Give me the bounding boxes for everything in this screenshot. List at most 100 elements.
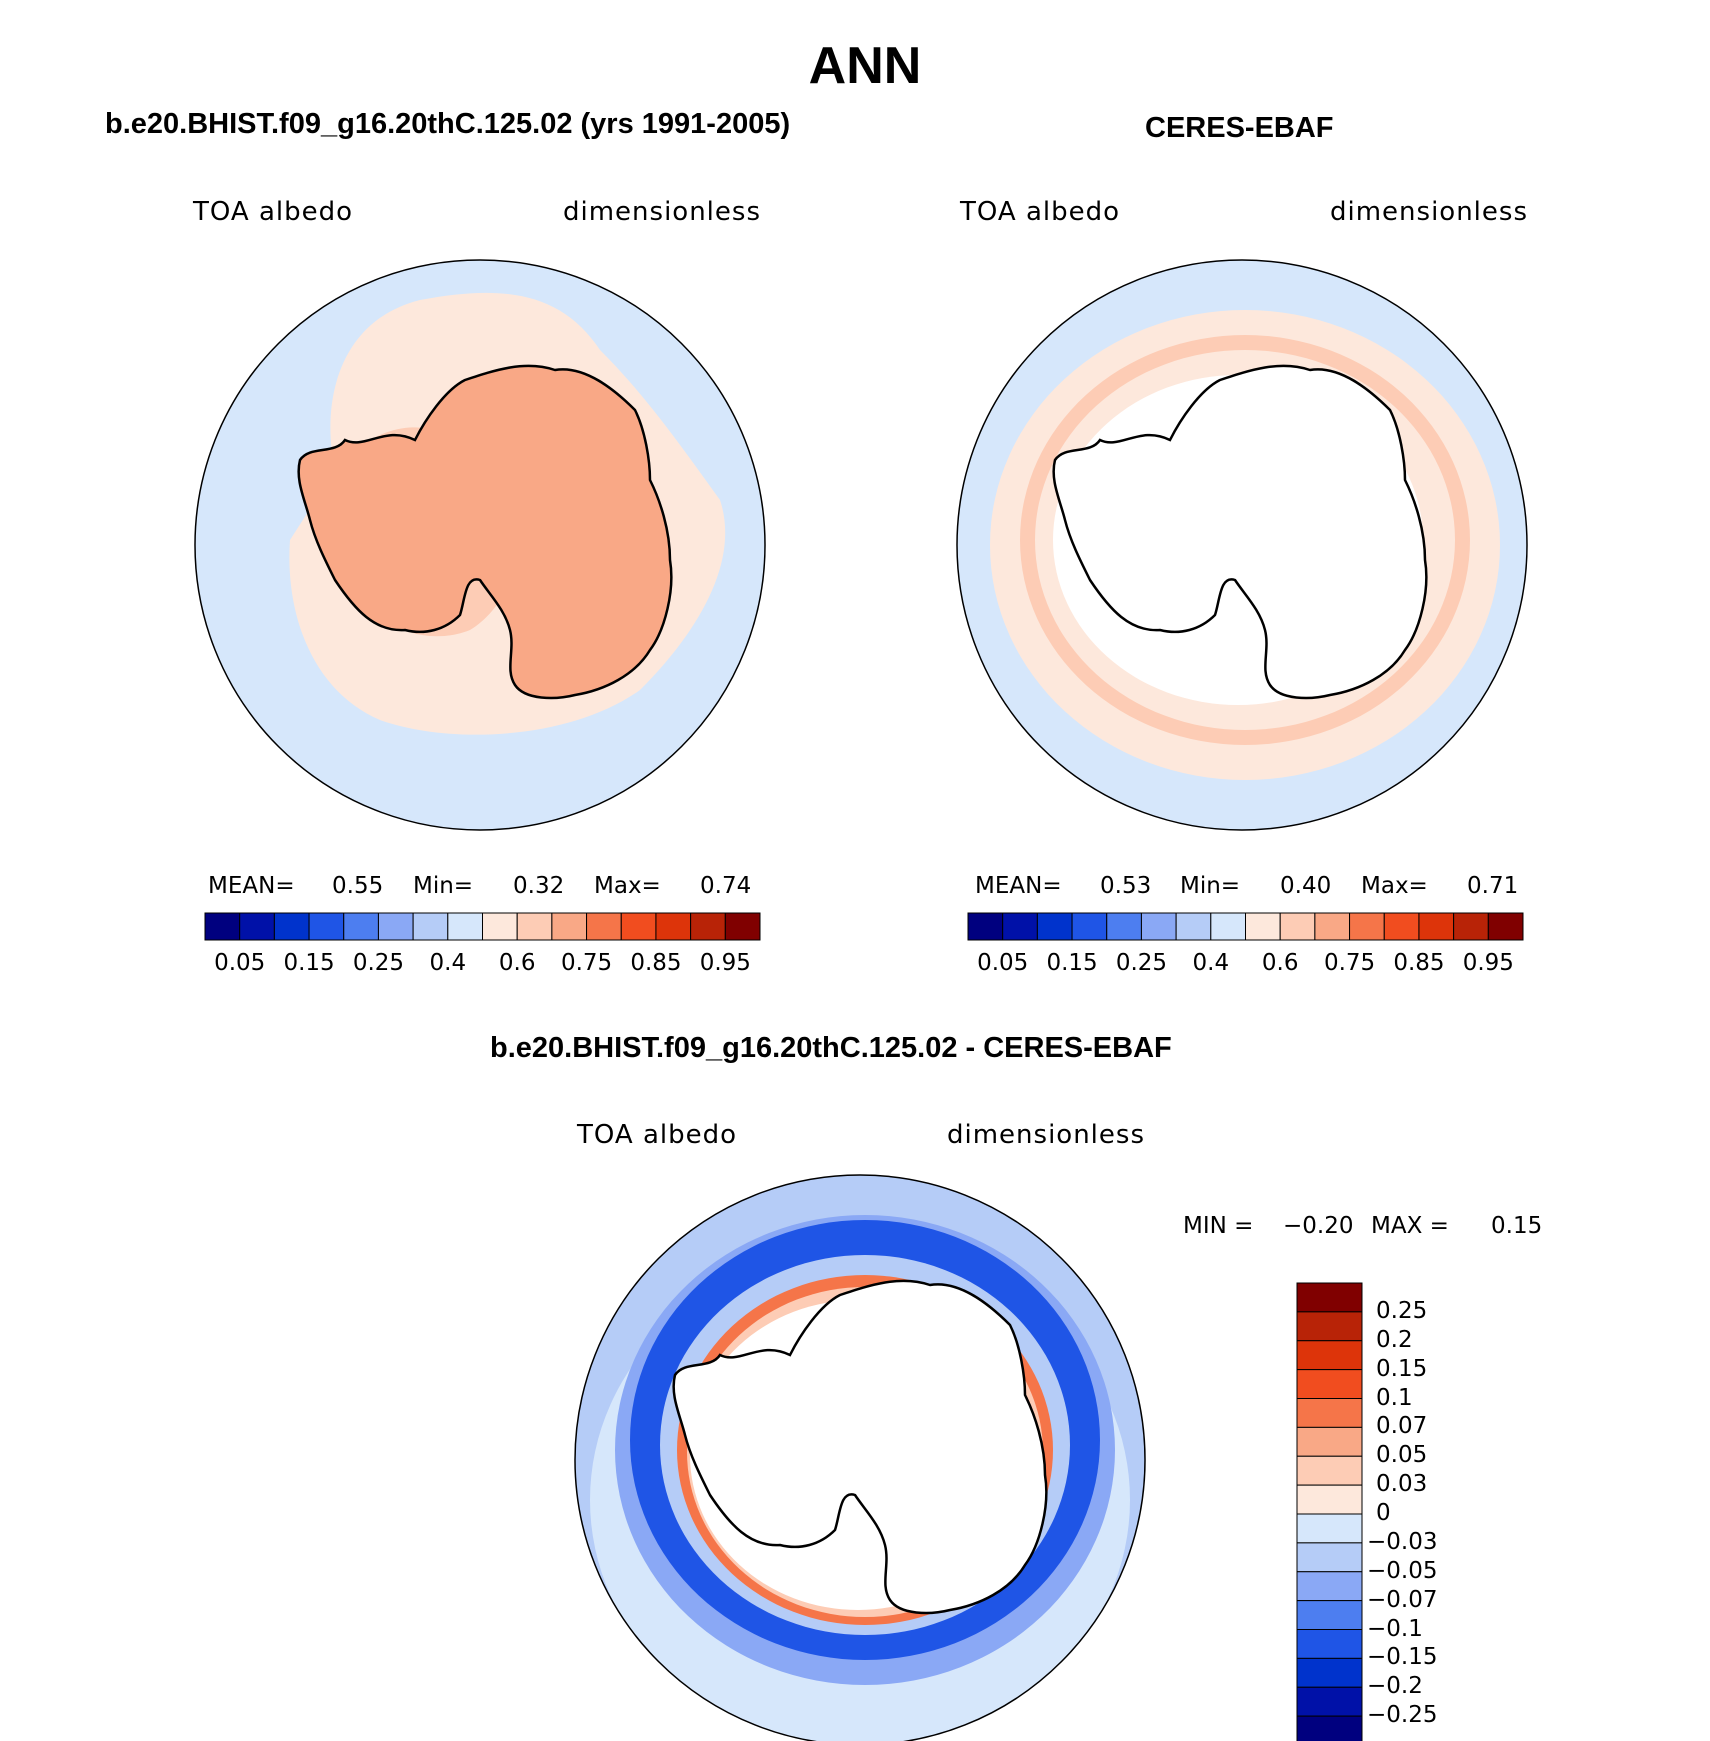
right-panel-header: CERES-EBAF [1145,112,1334,144]
left-colorbar-swatch [239,912,275,941]
figure-title: ANN [808,37,922,95]
left-panel-header: b.e20.BHIST.f09_g16.20thC.125.02 (yrs 19… [105,108,791,140]
left-colorbar-swatch [412,912,449,941]
diff-colorbar-swatch [1296,1571,1363,1602]
right-colorbar-swatch [1418,912,1455,941]
diff-colorbar-tick: 0 [1376,1500,1391,1526]
right-colorbar-swatch [1314,912,1351,941]
right-colorbar-swatch [1383,912,1420,941]
diff-colorbar-tick: 0.15 [1376,1355,1428,1382]
right-colorbar-tick: 0.4 [1192,950,1230,976]
left-colorbar-tick: 0.6 [498,950,536,976]
left-colorbar-swatch [690,912,726,941]
diff-colorbar-swatch [1296,1369,1363,1399]
right-colorbar-tick: 0.15 [1046,950,1098,976]
diff-colorbar-tick: −0.05 [1367,1557,1438,1584]
left-colorbar-tick: 0.05 [214,950,266,976]
left-units-label: dimensionless [563,197,761,227]
left-min-label: Min= [413,873,474,899]
diff-colorbar-swatch [1296,1426,1363,1457]
right-colorbar [967,912,1524,941]
left-colorbar-tick: 0.95 [699,950,751,976]
diff-colorbar-swatch [1296,1340,1363,1371]
diff-min-value: −0.20 [1283,1213,1354,1239]
right-colorbar-swatch [1245,912,1281,941]
right-colorbar-tick: 0.25 [1115,950,1168,976]
diff-colorbar-swatch [1296,1542,1363,1573]
left-colorbar-swatch [308,912,345,941]
right-colorbar-swatch [1002,912,1038,941]
diff-colorbar-tick: −0.1 [1367,1615,1423,1642]
diff-colorbar-swatch [1296,1513,1363,1544]
right-min-label: Min= [1180,873,1241,899]
diff-colorbar-swatch [1296,1715,1363,1741]
diff-colorbar-swatch [1296,1484,1363,1515]
left-colorbar-tick: 0.85 [630,950,682,976]
diff-min-label: MIN = [1183,1213,1254,1239]
left-colorbar-tick: 0.4 [429,950,467,976]
right-colorbar-swatch [1453,912,1489,941]
diff-colorbar-tick: 0.03 [1376,1471,1428,1498]
left-max-label: Max= [594,873,661,899]
diff-colorbar-tick: −0.03 [1367,1528,1438,1555]
left-colorbar-swatch [551,912,588,941]
left-colorbar-swatch [724,912,761,941]
right-colorbar-swatch [1140,912,1177,941]
right-colorbar-swatch [1210,912,1246,941]
diff-colorbar-tick: −0.15 [1367,1644,1438,1671]
diff-map [575,1175,1145,1741]
diff-colorbar-swatch [1296,1455,1363,1486]
left-mean-label: MEAN= [208,873,295,899]
diff-colorbar-swatch [1296,1657,1363,1688]
left-colorbar-swatch [516,912,553,941]
diff-colorbar [1296,1282,1363,1741]
diff-colorbar-swatch [1296,1600,1363,1630]
right-mean-value: 0.53 [1100,873,1152,899]
right-max-value: 0.71 [1467,873,1519,899]
right-colorbar-swatch [967,912,1004,941]
diff-colorbar-swatch [1296,1629,1363,1659]
right-units-label: dimensionless [1330,197,1528,227]
right-colorbar-swatch [1071,912,1108,941]
left-max-value: 0.74 [700,873,752,899]
left-colorbar-swatch [273,912,310,941]
right-colorbar-swatch [1487,912,1524,941]
left-colorbar [204,912,761,941]
diff-panel-header: b.e20.BHIST.f09_g16.20thC.125.02 - CERES… [490,1032,1172,1064]
left-colorbar-swatch [586,912,622,941]
right-colorbar-tick: 0.05 [977,950,1029,976]
left-map-border [194,259,766,831]
right-colorbar-swatch [1036,912,1073,941]
left-variable-label: TOA albedo [193,197,354,227]
diff-colorbar-tick: −0.2 [1367,1673,1423,1700]
right-variable-label: TOA albedo [960,197,1121,227]
left-map [195,260,765,830]
diff-colorbar-swatch [1296,1398,1363,1428]
diff-colorbar-swatch [1296,1311,1363,1342]
diff-max-value: 0.15 [1491,1213,1543,1239]
left-colorbar-tick: 0.15 [283,950,335,976]
left-colorbar-tick: 0.75 [560,950,613,976]
right-colorbar-swatch [1279,912,1316,941]
diff-colorbar-tick: 0.1 [1376,1384,1413,1411]
right-colorbar-tick: 0.75 [1323,950,1376,976]
right-colorbar-swatch [1175,912,1212,941]
right-map [957,260,1527,830]
diff-variable-label: TOA albedo [577,1120,738,1150]
diff-colorbar-tick: 0.05 [1376,1442,1428,1469]
left-colorbar-swatch [655,912,692,941]
right-mean-label: MEAN= [975,873,1062,899]
left-min-value: 0.32 [513,873,565,899]
right-colorbar-swatch [1106,912,1142,941]
right-max-label: Max= [1361,873,1428,899]
left-mean-value: 0.55 [332,873,384,899]
right-colorbar-tick: 0.95 [1462,950,1514,976]
left-colorbar-swatch [482,912,518,941]
left-colorbar-swatch [343,912,379,941]
left-colorbar-swatch [620,912,657,941]
left-colorbar-swatch [204,912,241,941]
diff-colorbar-tick: 0.2 [1376,1326,1413,1353]
left-colorbar-swatch [377,912,414,941]
diff-colorbar-swatch [1296,1282,1363,1313]
